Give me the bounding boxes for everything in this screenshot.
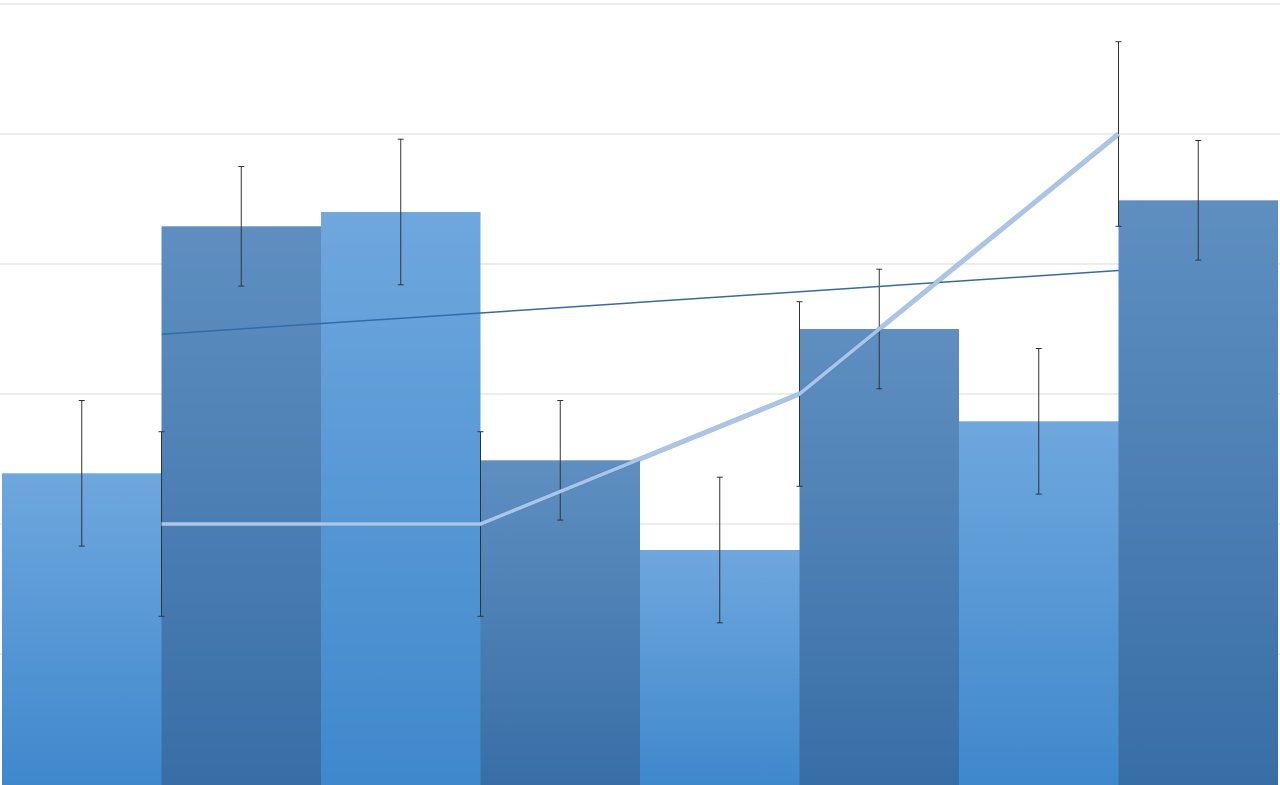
trendline-path xyxy=(161,269,1119,335)
line-path xyxy=(161,132,1120,526)
trendline xyxy=(161,269,1119,335)
bar xyxy=(161,226,321,785)
bar xyxy=(1118,200,1278,785)
bar xyxy=(321,212,481,785)
bars xyxy=(2,200,1278,785)
line-series xyxy=(158,41,1122,617)
bar xyxy=(799,329,959,785)
